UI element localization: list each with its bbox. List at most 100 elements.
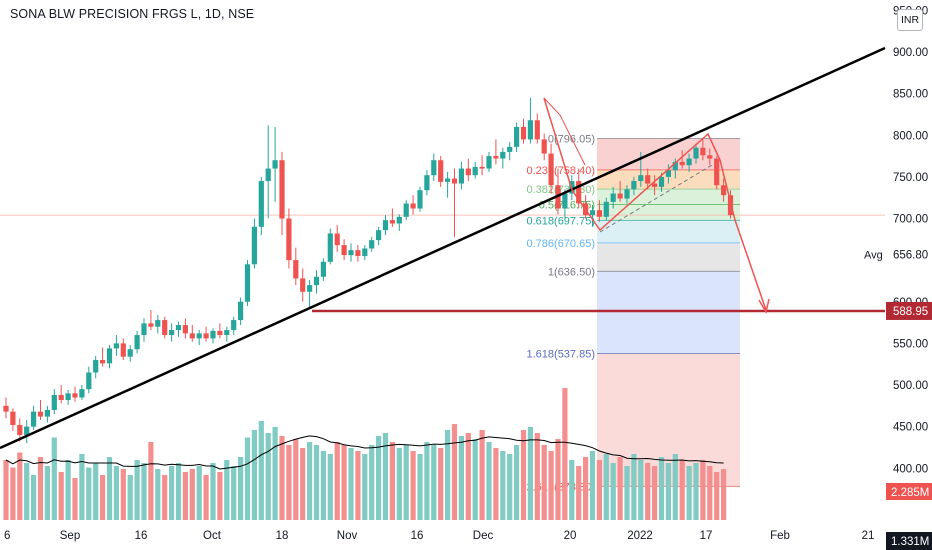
- candle-body: [617, 193, 623, 199]
- volume-bar: [541, 445, 547, 520]
- volume-bar: [134, 460, 140, 520]
- volume-bar: [589, 451, 596, 520]
- volume-bar: [65, 460, 71, 520]
- time-axis: 6 Sep 16 Oct 18 Nov 16 Dec 20 2022 17 Feb 21: [4, 530, 874, 542]
- candle-body: [334, 233, 340, 246]
- volume-bar: [486, 442, 492, 520]
- candle-body: [231, 320, 237, 331]
- fib-label: 0(796.05): [548, 134, 595, 146]
- volume-bar: [672, 454, 678, 520]
- volume-bar: [79, 454, 85, 520]
- volume-bar: [307, 442, 313, 520]
- candle-body: [279, 160, 285, 219]
- pattern-line: [543, 97, 586, 166]
- y-tick-label: 400.00: [893, 463, 928, 475]
- fib-band-5: [597, 242, 740, 272]
- candle-body: [507, 146, 513, 152]
- y-tick-label: 800.00: [893, 130, 928, 142]
- volume-bar: [382, 433, 389, 520]
- candle-body: [410, 203, 416, 209]
- volume-bar: [403, 445, 409, 520]
- volume-bar: [210, 463, 216, 520]
- volume-bar: [58, 472, 64, 520]
- volume-bar: [106, 457, 113, 520]
- candle-body: [141, 323, 147, 336]
- volume-bar: [293, 439, 299, 520]
- candle-body: [210, 330, 216, 339]
- fib-label: 0.786(670.65): [527, 238, 596, 250]
- candle-body: [100, 360, 106, 364]
- candle-body: [362, 248, 368, 256]
- candle-body: [258, 181, 264, 227]
- candle-body: [520, 126, 527, 140]
- volume-bar: [707, 466, 713, 520]
- volume-bar: [679, 460, 685, 520]
- x-tick-label: 20: [564, 530, 577, 542]
- volume-bar: [438, 448, 444, 520]
- candle-body: [389, 220, 395, 224]
- volume-bar: [548, 451, 554, 520]
- candle-body: [686, 158, 692, 166]
- volume-bar: [300, 448, 306, 520]
- currency-badge[interactable]: INR: [897, 9, 923, 31]
- candle-body: [479, 166, 485, 169]
- candle-body: [727, 195, 734, 216]
- candle-body: [369, 240, 375, 249]
- volume-bar: [445, 430, 451, 520]
- candle-body: [196, 333, 202, 339]
- candle-body: [472, 166, 478, 176]
- volume-bar: [238, 457, 244, 520]
- candle-body: [320, 261, 326, 277]
- volume-bar: [320, 451, 326, 520]
- candle-body: [65, 393, 71, 400]
- candle-body: [458, 168, 464, 184]
- x-tick-label: Oct: [203, 530, 222, 542]
- volume-bar: [327, 454, 333, 520]
- avg-label: Avg: [864, 249, 883, 261]
- candle-body: [24, 426, 30, 435]
- candle-body: [714, 158, 720, 186]
- volume-ma-text: 1.331M: [891, 536, 929, 548]
- volume-bar: [638, 460, 644, 520]
- candle-body: [51, 394, 57, 410]
- volume-bar: [451, 424, 458, 520]
- candle-body: [355, 250, 361, 256]
- channel-dashed-line: [599, 164, 713, 233]
- volume-bar: [417, 454, 423, 520]
- volume-ma-tag: [886, 532, 932, 550]
- volume-bar: [279, 436, 285, 520]
- candle-body: [3, 405, 9, 412]
- support-price-text: 588.95: [893, 306, 928, 318]
- volume-bar: [596, 460, 602, 520]
- volume-bar: [555, 439, 561, 520]
- candle-body: [341, 245, 347, 256]
- candle-body: [403, 203, 409, 217]
- volume-bar: [396, 448, 402, 520]
- volume-bar: [265, 433, 271, 520]
- candle-body: [396, 216, 402, 224]
- volume-bar: [479, 430, 485, 520]
- volume-bar: [44, 466, 50, 520]
- candle-body: [700, 147, 706, 156]
- fib-band-4: [597, 220, 740, 243]
- fib-label: 1(636.50): [548, 266, 595, 278]
- candle-body: [424, 175, 430, 191]
- volume-bar: [500, 451, 506, 520]
- volume-bar: [175, 463, 182, 520]
- candle-body: [93, 360, 99, 373]
- volume-bar: [244, 437, 251, 520]
- candle-body: [238, 301, 244, 321]
- volume-bar: [458, 436, 464, 520]
- candle-body: [514, 126, 520, 147]
- volume-bar: [562, 388, 568, 520]
- fib-label: 0.618(697.75): [527, 215, 596, 227]
- candle-body: [120, 343, 126, 357]
- volume-bar: [631, 454, 637, 520]
- volume-bar: [658, 457, 665, 520]
- fib-label: 1.618(537.85): [527, 348, 596, 360]
- candle-body: [272, 160, 278, 169]
- candle-body: [548, 153, 554, 186]
- volume-bar: [217, 472, 223, 520]
